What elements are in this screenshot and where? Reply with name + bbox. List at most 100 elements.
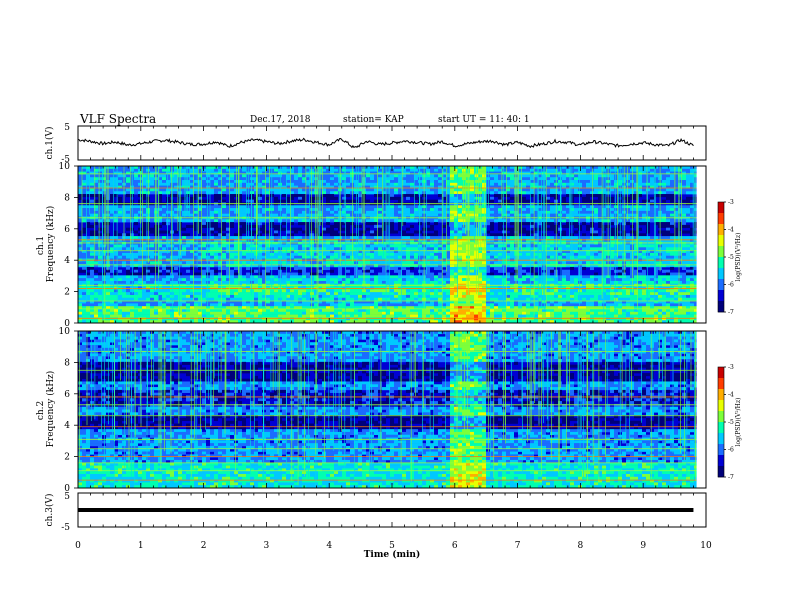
spectrogram-cell <box>650 174 654 178</box>
spectrogram-cell <box>674 191 678 195</box>
spectrogram-cell <box>130 191 134 195</box>
spectrogram-cell <box>242 255 246 259</box>
spectrogram-cell <box>374 210 378 214</box>
spectrogram-cell <box>366 180 370 184</box>
spectrogram-cell <box>650 208 654 212</box>
spectrogram-cell <box>206 213 210 217</box>
spectrogram-cell <box>222 168 226 172</box>
spectrogram-cell <box>522 244 526 248</box>
spectrogram-cell <box>482 182 486 186</box>
spectrogram-cell <box>534 244 538 248</box>
spectrogram-cell <box>410 224 414 228</box>
spectrogram-cell <box>306 174 310 178</box>
spectrogram-cell <box>142 188 146 192</box>
spectrogram-cell <box>226 208 230 212</box>
spectrogram-cell <box>218 182 222 186</box>
spectrogram-cell <box>454 196 458 200</box>
spectrogram-cell <box>454 166 458 170</box>
spectrogram-cell <box>454 182 458 186</box>
spectrogram-cell <box>674 188 678 192</box>
spectrogram-cell <box>574 168 578 172</box>
spectrogram-cell <box>390 188 394 192</box>
spectrogram-cell <box>78 177 82 181</box>
spectrogram-cell <box>678 166 682 170</box>
spectrogram-cell <box>210 168 214 172</box>
spectrogram-cell <box>434 247 438 251</box>
spectrogram-cell <box>434 250 438 254</box>
spectrogram-cell <box>546 199 550 203</box>
spectrogram-cell <box>442 238 446 242</box>
spectrogram-cell <box>126 252 130 257</box>
spectrogram-cell <box>550 222 554 226</box>
spectrogram-cell <box>134 210 138 214</box>
spectrogram-cell <box>670 191 674 195</box>
spectrogram-cell <box>342 233 346 237</box>
spectrogram-cell <box>302 208 306 212</box>
spectrogram-cell <box>366 168 370 172</box>
spectrogram-cell <box>534 264 538 268</box>
spectrogram-cell <box>410 247 414 251</box>
spectrogram-cell <box>414 210 418 214</box>
spectrogram-cell <box>630 261 634 265</box>
spectrogram-cell <box>490 227 494 231</box>
spectrogram-cell <box>454 210 458 214</box>
spectrogram-cell <box>690 171 694 175</box>
spectrogram-cell <box>334 171 338 175</box>
spectrogram-cell <box>326 247 330 251</box>
spectrogram-cell <box>90 180 94 184</box>
spectrogram-cell <box>322 205 326 209</box>
spectrogram-cell <box>334 238 338 242</box>
spectrogram-cell <box>226 233 230 237</box>
spectrogram-cell <box>594 168 598 172</box>
spectrogram-cell <box>430 233 434 237</box>
spectrogram-cell <box>190 219 194 223</box>
spectrogram-cell <box>374 230 378 234</box>
spectrogram-cell <box>598 247 602 251</box>
spectrogram-cell <box>150 219 154 223</box>
spectrogram-cell <box>682 166 686 170</box>
spectrogram-cell <box>322 230 326 234</box>
spectrogram-cell <box>562 238 566 242</box>
spectrogram-cell <box>590 255 594 259</box>
spectrogram-cell <box>586 199 590 203</box>
spectrogram-cell <box>678 219 682 223</box>
spectrogram-cell <box>634 219 638 223</box>
spectrogram-cell <box>546 247 550 251</box>
spectrogram-cell <box>214 219 218 223</box>
spectrogram-cell <box>686 236 690 240</box>
spectrogram-cell <box>370 250 374 254</box>
spectrogram-cell <box>462 213 466 217</box>
spectrogram-cell <box>626 191 630 195</box>
spectrogram-cell <box>566 222 570 226</box>
spectrogram-cell <box>506 227 510 231</box>
spectrogram-cell <box>526 210 530 214</box>
spectrogram-cell <box>126 250 130 254</box>
spectrogram-cell <box>198 180 202 184</box>
spectrogram-cell <box>498 255 502 259</box>
spectrogram-cell <box>94 250 98 254</box>
spectrogram-cell <box>686 238 690 242</box>
spectrogram-cell <box>478 233 482 237</box>
spectrogram-cell <box>134 171 138 175</box>
spectrogram-cell <box>126 205 130 209</box>
spectrogram-cell <box>434 230 438 234</box>
spectrogram-cell <box>322 168 326 172</box>
spectrogram-cell <box>690 219 694 223</box>
spectrogram-cell <box>190 247 194 251</box>
spectrogram-cell <box>198 208 202 212</box>
spectrogram-cell <box>586 224 590 228</box>
spectrogram-cell <box>250 210 254 214</box>
spectrogram-cell <box>574 224 578 228</box>
spectrogram-cell <box>598 261 602 265</box>
spectrogram-cell <box>406 261 410 265</box>
spectrogram-cell <box>174 252 178 257</box>
spectrogram-cell <box>218 227 222 231</box>
spectrogram-cell <box>210 238 214 242</box>
spectrogram-cell <box>150 230 154 234</box>
spectrogram-cell <box>298 174 302 178</box>
spectrogram-cell <box>462 171 466 175</box>
spectrogram-cell <box>78 244 82 248</box>
spectrogram-cell <box>682 171 686 175</box>
spectrogram-cell <box>534 185 538 189</box>
spectrogram-cell <box>582 166 586 170</box>
